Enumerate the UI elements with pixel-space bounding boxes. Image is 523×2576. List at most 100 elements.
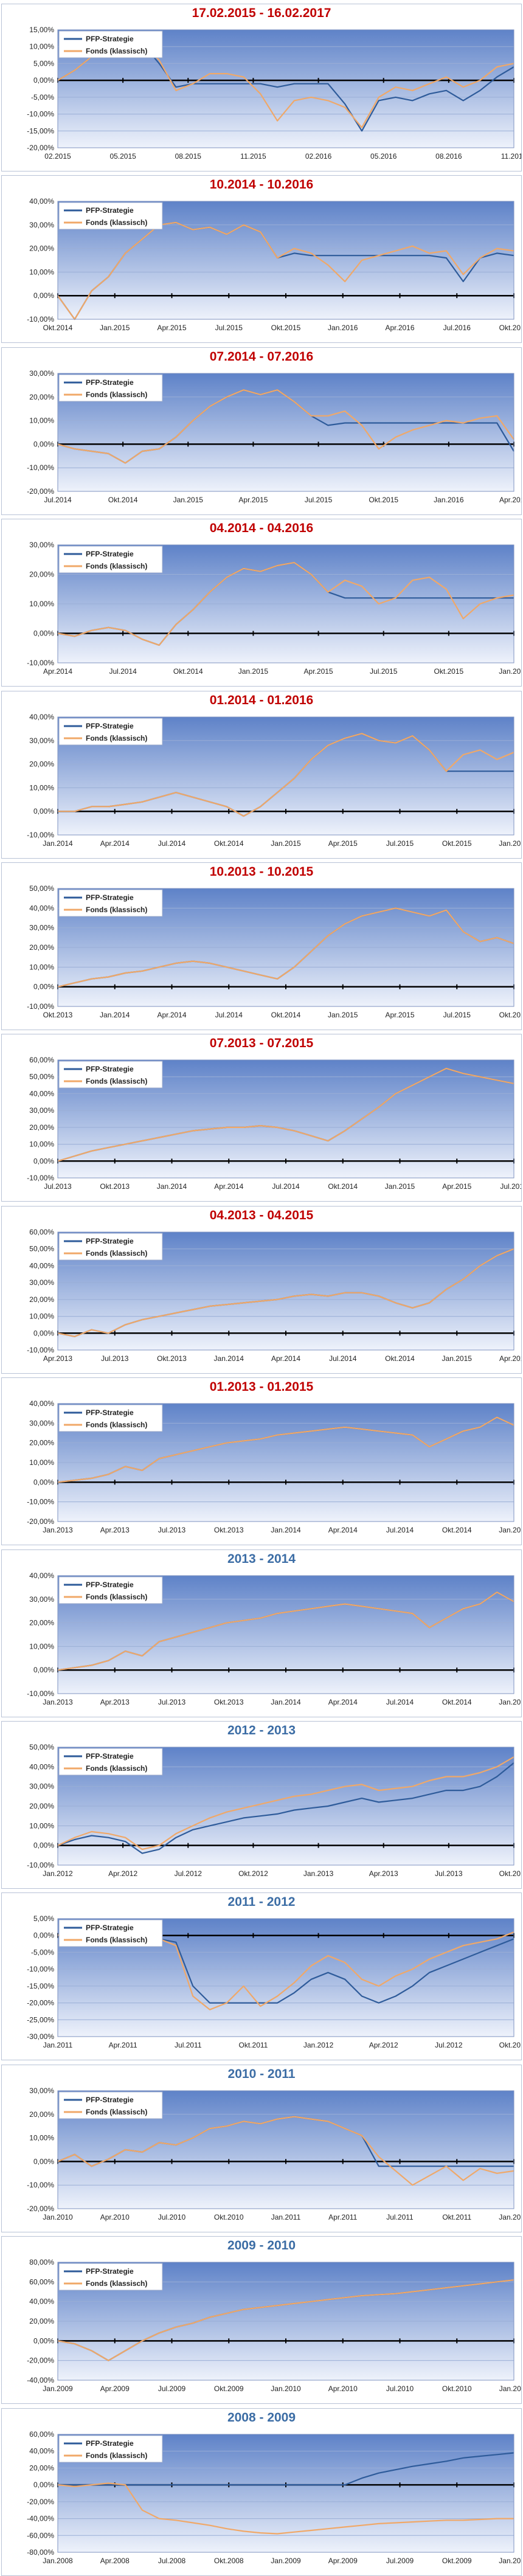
legend: PFP-Strategie Fonds (klassisch) bbox=[58, 374, 163, 402]
y-tick-label: 5,00% bbox=[33, 59, 54, 68]
x-tick-label: Jul.2015 bbox=[215, 324, 243, 332]
chart-panel: 10.2014 - 10.2016 40,00% 30,00% 20,00% 10,00… bbox=[1, 175, 522, 343]
legend: PFP-Strategie Fonds (klassisch) bbox=[58, 1576, 163, 1604]
x-tick-label: Jan.2015 bbox=[328, 1011, 358, 1019]
legend-label-strategy: PFP-Strategie bbox=[86, 1752, 134, 1761]
legend-label-fund: Fonds (klassisch) bbox=[86, 562, 147, 570]
y-tick-label: 50,00% bbox=[29, 1245, 54, 1253]
fund-line bbox=[57, 562, 514, 646]
fund-line bbox=[57, 907, 514, 988]
x-tick-label: Jan.2012 bbox=[303, 2041, 334, 2049]
plot-border bbox=[57, 1918, 514, 2037]
x-tick-label: Jul.2010 bbox=[386, 2384, 414, 2393]
legend-box bbox=[58, 1404, 163, 1432]
x-tick-label: Jan.2016 bbox=[499, 839, 521, 848]
x-tick-label: Jan.2016 bbox=[434, 496, 464, 504]
x-tick-label: Jan.2013 bbox=[43, 1526, 73, 1534]
x-tick-label: Jul.2016 bbox=[443, 324, 471, 332]
y-tick-label: 20,00% bbox=[29, 760, 54, 769]
y-tick-label: -10,00% bbox=[27, 1689, 54, 1698]
x-tick-label: Jan.2016 bbox=[499, 667, 521, 676]
y-tick-label: 30,00% bbox=[29, 1595, 54, 1604]
y-tick-label: 40,00% bbox=[29, 1261, 54, 1270]
x-tick-label: Apr.2015 bbox=[499, 1354, 521, 1363]
legend-label-fund: Fonds (klassisch) bbox=[86, 734, 147, 743]
chart-svg: 15,00% 10,00% 5,00% 0,00% -5,00% -10,00% -15,0… bbox=[27, 26, 521, 161]
x-tick-label: Jul.2013 bbox=[101, 1354, 129, 1363]
x-tick-label: Apr.2014 bbox=[100, 839, 130, 848]
fund-line bbox=[57, 1248, 514, 1337]
legend: PFP-Strategie Fonds (klassisch) bbox=[58, 2263, 163, 2291]
legend: PFP-Strategie Fonds (klassisch) bbox=[58, 30, 163, 58]
legend-label-strategy: PFP-Strategie bbox=[86, 550, 134, 558]
x-tick-label: Okt.2013 bbox=[214, 1526, 244, 1534]
x-tick-label: Okt.2014 bbox=[271, 1011, 301, 1019]
x-tick-label: Okt.2015 bbox=[271, 324, 301, 332]
chart-svg: 40,00%30,00%20,00%10,00%0,00%-10,00%Okt.… bbox=[27, 197, 521, 332]
y-tick-label: -5,00% bbox=[31, 1948, 54, 1956]
x-tick-label: Apr.2015 bbox=[238, 496, 268, 504]
x-tick-label: Okt.2013 bbox=[499, 1869, 521, 1878]
y-tick-label: -20,00% bbox=[27, 1517, 54, 1526]
x-tick-label: Jul.2014 bbox=[386, 1526, 414, 1534]
legend: PFP-Strategie Fonds (klassisch) bbox=[58, 1061, 163, 1089]
x-tick-label: Okt.2013 bbox=[157, 1354, 187, 1363]
y-tick-label: -20,00% bbox=[27, 144, 54, 152]
x-tick-label: Jan.2014 bbox=[271, 1698, 301, 1706]
x-tick-label: Jan.2015 bbox=[442, 1354, 473, 1363]
chart-panel: 07.2013 - 07.2015 60,00% 50,00% 40,00% 30,00… bbox=[1, 1034, 522, 1202]
x-tick-label: Okt.2010 bbox=[214, 2213, 244, 2221]
y-tick-label: 10,00% bbox=[29, 783, 54, 792]
y-tick-label: -10,00% bbox=[27, 1861, 54, 1869]
legend-label-strategy: PFP-Strategie bbox=[86, 1923, 134, 1932]
x-tick-label: Jul.2014 bbox=[329, 1354, 357, 1363]
x-tick-label: Apr.2015 bbox=[157, 324, 186, 332]
legend-label-strategy: PFP-Strategie bbox=[86, 206, 134, 215]
x-tick-label: Apr.2014 bbox=[43, 667, 72, 676]
legend-label-strategy: PFP-Strategie bbox=[86, 2439, 134, 2448]
chart-svg: 60,00% 40,00% 20,00% 0,00% -20,00% -40,00% -60… bbox=[27, 2430, 521, 2565]
y-tick-label: -20,00% bbox=[27, 487, 54, 496]
y-tick-label: -10,00% bbox=[27, 1174, 54, 1182]
chart-title: 2008 - 2009 bbox=[227, 2411, 296, 2425]
x-tick-label: 11.2016 bbox=[501, 152, 521, 161]
x-tick-label: Jul.2015 bbox=[305, 496, 333, 504]
chart-svg: 60,00% 50,00% 40,00% 30,00% 20,00% 10,00% 0,00… bbox=[27, 1056, 521, 1191]
legend-label-fund: Fonds (klassisch) bbox=[86, 1593, 147, 1601]
x-tick-label: Jan.2015 bbox=[385, 1182, 415, 1191]
plot-border bbox=[57, 716, 514, 836]
y-tick-label: 0,00% bbox=[33, 1841, 54, 1850]
chart-svg: 40,00%30,00%20,00%10,00%0,00%-10,00%Jan.… bbox=[27, 713, 521, 848]
chart-panel: 01.2014 - 01.2016 40,00% 30,00% 20,00% 10,00… bbox=[1, 691, 522, 859]
y-tick-label: 20,00% bbox=[29, 1295, 54, 1304]
x-tick-label: Okt.2011 bbox=[239, 2041, 268, 2049]
y-tick-label: 40,00% bbox=[29, 713, 54, 721]
x-tick-label: Jul.2013 bbox=[158, 1526, 186, 1534]
y-tick-label: 40,00% bbox=[29, 1399, 54, 1408]
y-tick-label: 30,00% bbox=[29, 1419, 54, 1427]
chart-svg: 5,00% 0,00% -5,00% -10,00% -15,00% -20,00% -25… bbox=[27, 1914, 521, 2049]
legend-box bbox=[58, 30, 163, 58]
legend-box bbox=[58, 545, 163, 573]
x-tick-label: Jan.2011 bbox=[43, 2041, 73, 2049]
y-tick-label: 60,00% bbox=[29, 2430, 54, 2439]
fund-line bbox=[57, 1067, 514, 1162]
chart-title: 07.2014 - 07.2016 bbox=[209, 350, 314, 364]
y-tick-label: 20,00% bbox=[29, 1439, 54, 1447]
y-tick-label: 10,00% bbox=[29, 1312, 54, 1321]
legend-box bbox=[58, 718, 163, 746]
chart-svg: 80,00% 60,00% 40,00% 20,00% 0,00% -20,00% -40,… bbox=[27, 2258, 521, 2393]
x-tick-label: Jan.2016 bbox=[328, 324, 358, 332]
y-tick-label: 40,00% bbox=[29, 1089, 54, 1098]
legend-label-fund: Fonds (klassisch) bbox=[86, 1936, 147, 1944]
chart-title: 2013 - 2014 bbox=[227, 1552, 296, 1566]
y-tick-label: -10,00% bbox=[27, 463, 54, 472]
y-tick-label: 0,00% bbox=[33, 2481, 54, 2489]
chart-svg: 50,00% 40,00% 30,00% 20,00% 10,00% 0,00% -10,0… bbox=[27, 1743, 521, 1878]
x-tick-label: Jul.2014 bbox=[158, 839, 186, 848]
legend-box bbox=[58, 2263, 163, 2291]
x-tick-label: Apr.2013 bbox=[100, 1526, 130, 1534]
plot-border bbox=[57, 1575, 514, 1694]
x-tick-label: Okt.2013 bbox=[100, 1182, 130, 1191]
y-tick-label: 0,00% bbox=[33, 1666, 54, 1674]
